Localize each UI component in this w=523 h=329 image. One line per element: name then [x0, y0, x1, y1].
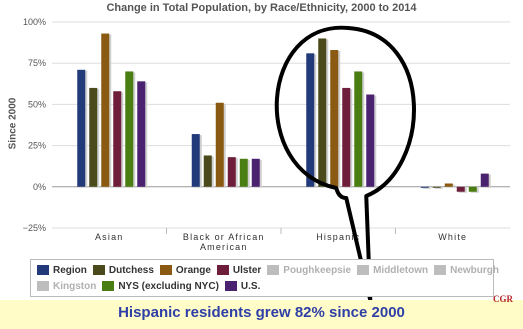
bar	[191, 134, 200, 187]
legend-item-orange[interactable]: Orange	[159, 264, 211, 276]
chart: −25% 0% 25% 50% 75% 100% Asian Black or African…	[23, 17, 510, 300]
bar	[251, 158, 260, 187]
y-tick-label: 25%	[28, 141, 46, 151]
bar-shadow	[434, 187, 443, 189]
legend-label: Ulster	[232, 264, 262, 276]
bar	[366, 94, 375, 187]
bar	[468, 186, 477, 192]
legend-item-nys[interactable]: NYS (excluding NYC)	[102, 281, 219, 292]
legend-label: NYS (excluding NYC)	[118, 280, 219, 292]
legend-item-region[interactable]: Region	[37, 265, 87, 276]
legend-swatch	[102, 281, 115, 291]
bar-shadow	[422, 187, 431, 189]
y-tick-label: 100%	[23, 17, 46, 27]
legend-item-ulster[interactable]: Ulster	[216, 264, 262, 276]
caption-bar	[0, 300, 523, 329]
caption: Hispanic residents grew 82% since 2000	[118, 304, 405, 321]
legend-row: Region Dutchess Orange Ulster Poughkeeps…	[37, 262, 505, 278]
legend: Region Dutchess Orange Ulster Poughkeeps…	[30, 259, 499, 297]
bar	[432, 186, 441, 188]
legend-swatch	[92, 265, 105, 275]
bar	[444, 183, 453, 187]
legend-swatch	[267, 265, 280, 275]
legend-swatch	[37, 265, 49, 275]
x-tick-label: American	[200, 242, 248, 252]
bar	[113, 91, 122, 187]
legend-swatch	[37, 281, 49, 291]
y-axis-label: Since 2000	[7, 97, 19, 150]
x-tick-label: Asian	[95, 232, 124, 242]
legend-label: Newburgh	[450, 264, 499, 276]
bar	[480, 173, 489, 187]
legend-item-dutchess[interactable]: Dutchess	[92, 264, 154, 276]
chart-title: Change in Total Population, by Race/Ethn…	[106, 2, 417, 14]
legend-swatch	[216, 265, 229, 275]
bar	[101, 33, 110, 187]
bar	[89, 87, 98, 187]
y-tick-label: −25%	[23, 223, 46, 233]
legend-swatch	[434, 265, 447, 275]
bar	[420, 186, 429, 188]
x-tick-label: White	[438, 232, 467, 242]
bar	[354, 71, 363, 187]
legend-label: Middletown	[373, 264, 429, 276]
x-tick-label: Black or African	[183, 232, 265, 242]
legend-item-poughkeepsie[interactable]: Poughkeepsie	[267, 265, 351, 276]
bar	[227, 157, 236, 187]
bar	[330, 50, 339, 187]
bar	[203, 155, 212, 187]
legend-label: Region	[53, 264, 87, 276]
legend-item-middletown[interactable]: Middletown	[357, 265, 428, 276]
legend-label: Orange	[175, 264, 211, 276]
brand-logo: CGR	[493, 294, 513, 304]
legend-swatch	[224, 281, 237, 291]
bar	[77, 69, 86, 187]
legend-label: Poughkeepsie	[283, 264, 352, 276]
legend-label: U.S.	[240, 280, 261, 292]
y-tick-label: 0%	[33, 182, 46, 192]
highlight-callout	[274, 25, 416, 300]
bar	[239, 158, 248, 187]
legend-item-newburgh[interactable]: Newburgh	[434, 265, 499, 276]
bar	[215, 102, 224, 187]
bar	[318, 38, 327, 187]
y-tick-label: 75%	[28, 58, 46, 68]
bar	[125, 71, 134, 187]
legend-row: Kingston NYS (excluding NYC) U.S.	[37, 278, 266, 294]
legend-item-us[interactable]: U.S.	[224, 280, 261, 292]
bar	[306, 53, 315, 187]
legend-swatch	[357, 265, 370, 275]
bar	[137, 81, 146, 187]
legend-swatch	[159, 265, 172, 275]
y-tick-label: 50%	[28, 99, 46, 109]
bar	[342, 87, 351, 187]
legend-item-kingston[interactable]: Kingston	[37, 281, 96, 292]
x-tick-label: Hispanic	[316, 232, 360, 242]
legend-label: Dutchess	[108, 264, 154, 276]
legend-label: Kingston	[53, 280, 97, 292]
bar	[456, 186, 465, 192]
